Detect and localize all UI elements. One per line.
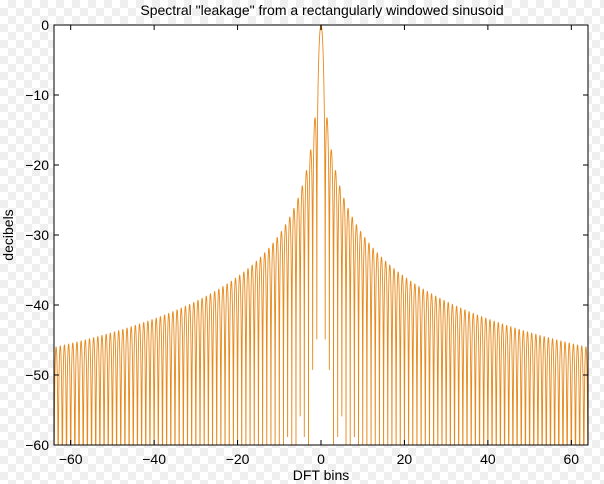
y-tick-label: −30 (25, 227, 49, 243)
y-tick-label: 0 (41, 17, 49, 33)
y-axis-label: decibels (0, 209, 16, 260)
x-axis-label: DFT bins (293, 467, 350, 483)
y-tick-label: −20 (25, 157, 49, 173)
x-tick-label: −20 (226, 451, 250, 467)
x-axis: −60 −40 −20 0 20 40 60 (59, 25, 579, 467)
chart-title: Spectral "leakage" from a rectangularly … (140, 2, 503, 18)
x-tick-label: −60 (59, 451, 83, 467)
x-tick-label: 20 (397, 451, 413, 467)
y-tick-label: −10 (25, 87, 49, 103)
x-tick-label: 40 (480, 451, 496, 467)
y-tick-label: −60 (25, 437, 49, 453)
x-tick-label: 0 (317, 451, 325, 467)
y-tick-label: −40 (25, 297, 49, 313)
plot-background (54, 25, 588, 445)
plot-area (53, 24, 589, 446)
y-tick-label: −50 (25, 367, 49, 383)
x-tick-label: −40 (142, 451, 166, 467)
y-axis: 0 −10 −20 −30 −40 −50 −60 (25, 17, 588, 453)
x-tick-label: 60 (564, 451, 580, 467)
